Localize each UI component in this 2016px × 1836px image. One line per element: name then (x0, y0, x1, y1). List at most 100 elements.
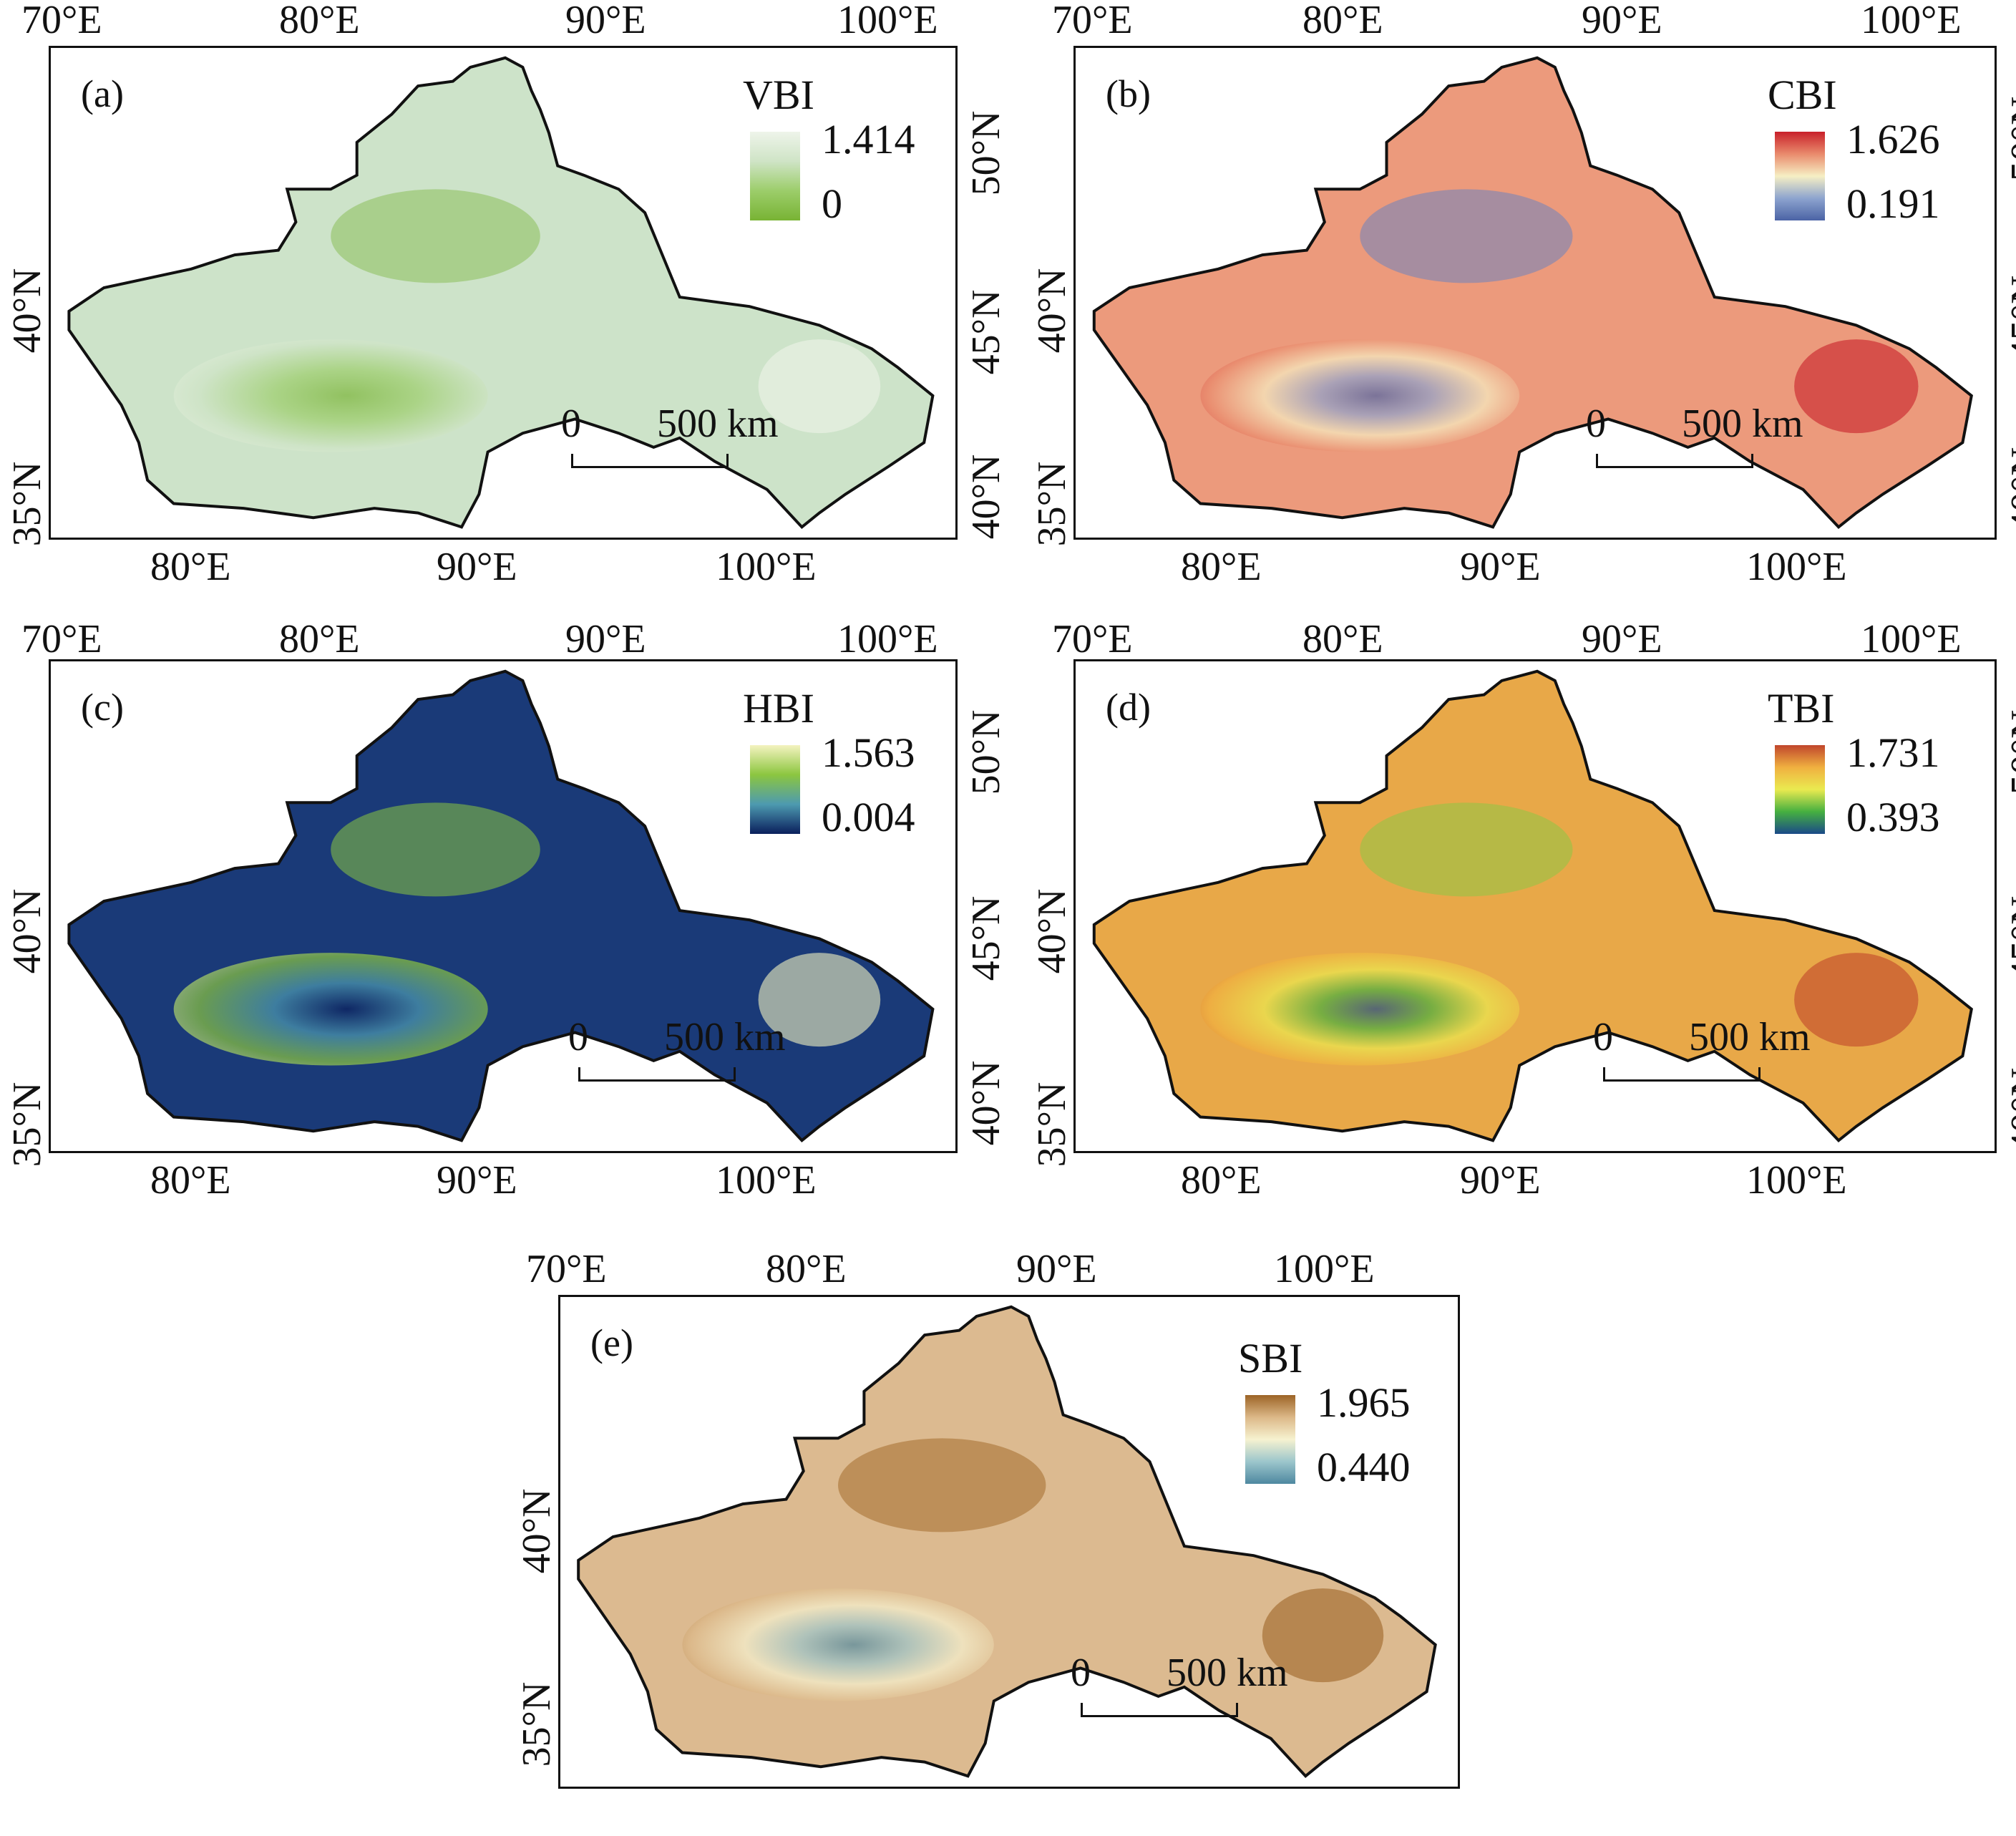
bottom-longitude-label: 100°E (716, 1158, 817, 1203)
right-latitude-label: 50°N (964, 709, 1008, 795)
top-longitude-label: 80°E (279, 617, 360, 661)
scale-distance-label: 500 km (1682, 402, 1803, 446)
map-panel-vbi: 70°E 80°E 90°E 100°E (a) VBI 1.414 0 0 500 km 80°E… (0, 0, 1008, 589)
basin-shading (173, 339, 488, 452)
legend-title: TBI (1768, 685, 1835, 732)
legend-max-value: 1.563 (822, 729, 915, 776)
basin-shading (838, 1438, 1046, 1533)
scale-line (578, 1067, 736, 1082)
bottom-longitude-label: 80°E (150, 1158, 231, 1203)
map-frame (1073, 659, 1997, 1153)
basin-shading (331, 802, 540, 897)
legend-min-value: 0.440 (1317, 1444, 1411, 1490)
basin-shading (1200, 953, 1520, 1066)
region-map (1092, 669, 1973, 1143)
map-frame (1073, 46, 1997, 540)
top-longitude-label: 70°E (526, 1247, 607, 1291)
scale-zero-label: 0 (1071, 1651, 1091, 1695)
legend-title: SBI (1238, 1335, 1303, 1381)
basin-shading (1794, 953, 1919, 1047)
basin-shading (173, 953, 488, 1066)
right-latitude-label: 50°N (2003, 709, 2016, 795)
map-panel-hbi: 70°E 80°E 90°E 100°E (c) HBI 1.563 0.004 0 500 km… (0, 617, 1008, 1206)
bottom-longitude-label: 90°E (437, 545, 517, 589)
top-longitude-label: 70°E (1052, 617, 1133, 661)
panel-letter: (c) (81, 686, 124, 729)
basin-shading (758, 339, 881, 434)
basin-shading (1200, 339, 1520, 452)
top-longitude-label: 100°E (1274, 1247, 1375, 1291)
scale-zero-label: 0 (1593, 1015, 1613, 1059)
top-longitude-label: 80°E (1302, 0, 1383, 42)
top-longitude-label: 90°E (565, 617, 646, 661)
region-map (67, 669, 935, 1143)
top-longitude-label: 100°E (837, 617, 938, 661)
panel-letter: (a) (81, 72, 124, 115)
right-latitude-label: 45°N (2003, 895, 2016, 981)
basin-shading (758, 953, 881, 1047)
scale-line (1603, 1067, 1761, 1082)
left-latitude-label: 40°N (5, 888, 49, 974)
left-latitude-label: 35°N (1030, 461, 1074, 547)
map-panel-sbi: 70°E 80°E 90°E 100°E (e) SBI 1.965 0.440 0 500 km… (515, 1249, 1503, 1836)
left-latitude-label: 35°N (515, 1681, 559, 1767)
top-longitude-label: 80°E (279, 0, 360, 42)
left-latitude-label: 40°N (1030, 888, 1074, 974)
legend-max-value: 1.414 (822, 116, 915, 162)
scale-bar: 0 500 km (1586, 404, 1803, 482)
map-frame (49, 46, 958, 540)
scale-line (1081, 1703, 1238, 1717)
region-outline (1092, 56, 1973, 530)
legend-min-value: 0.191 (1846, 180, 1940, 227)
top-longitude-label: 100°E (1861, 0, 1962, 42)
right-latitude-label: 45°N (964, 895, 1008, 981)
legend-color-ramp (1775, 745, 1825, 834)
legend-color-ramp (750, 132, 800, 220)
bottom-longitude-label: 100°E (716, 545, 817, 589)
basin-shading (1360, 802, 1573, 897)
scale-distance-label: 500 km (1167, 1651, 1288, 1695)
left-latitude-label: 40°N (515, 1488, 559, 1574)
left-latitude-label: 35°N (5, 461, 49, 547)
bottom-longitude-label: 100°E (1746, 1158, 1847, 1203)
scale-bar: 0 500 km (561, 404, 779, 482)
top-longitude-label: 70°E (21, 617, 102, 661)
legend-title: CBI (1768, 72, 1837, 118)
region-map (67, 56, 935, 530)
top-longitude-label: 80°E (1302, 617, 1383, 661)
region-map (577, 1305, 1437, 1779)
left-latitude-label: 40°N (5, 268, 49, 354)
basin-shading (1360, 189, 1573, 283)
right-latitude-label: 40°N (2003, 1067, 2016, 1153)
region-outline (67, 56, 935, 530)
legend-max-value: 1.731 (1846, 729, 1940, 776)
scale-bar: 0 500 km (568, 1017, 786, 1096)
left-latitude-label: 40°N (1030, 268, 1074, 354)
basin-shading (682, 1588, 994, 1701)
bottom-longitude-label: 80°E (150, 545, 231, 589)
bottom-longitude-label: 90°E (437, 1158, 517, 1203)
top-longitude-label: 70°E (1052, 0, 1133, 42)
legend-color-ramp (1245, 1395, 1295, 1484)
right-latitude-label: 40°N (964, 454, 1008, 540)
scale-bar: 0 500 km (1593, 1015, 1811, 1096)
bottom-longitude-label: 80°E (1181, 1158, 1262, 1203)
scale-line (1596, 454, 1753, 468)
basin-shading (1794, 339, 1919, 434)
right-latitude-label: 50°N (2003, 96, 2016, 182)
legend-min-value: 0.004 (822, 794, 915, 840)
right-latitude-label: 45°N (964, 289, 1008, 375)
right-latitude-label: 50°N (964, 110, 1008, 196)
region-outline (1092, 669, 1973, 1143)
right-latitude-label: 40°N (2003, 447, 2016, 533)
right-latitude-label: 40°N (964, 1060, 1008, 1146)
legend-min-value: 0 (822, 180, 842, 227)
left-latitude-label: 35°N (1030, 1082, 1074, 1167)
legend-color-ramp (750, 745, 800, 834)
legend-title: VBI (743, 72, 814, 118)
right-latitude-label: 45°N (2003, 275, 2016, 361)
legend-title: HBI (743, 685, 814, 732)
basin-shading (1262, 1588, 1384, 1683)
map-frame (558, 1295, 1460, 1789)
top-longitude-label: 90°E (1582, 0, 1662, 42)
